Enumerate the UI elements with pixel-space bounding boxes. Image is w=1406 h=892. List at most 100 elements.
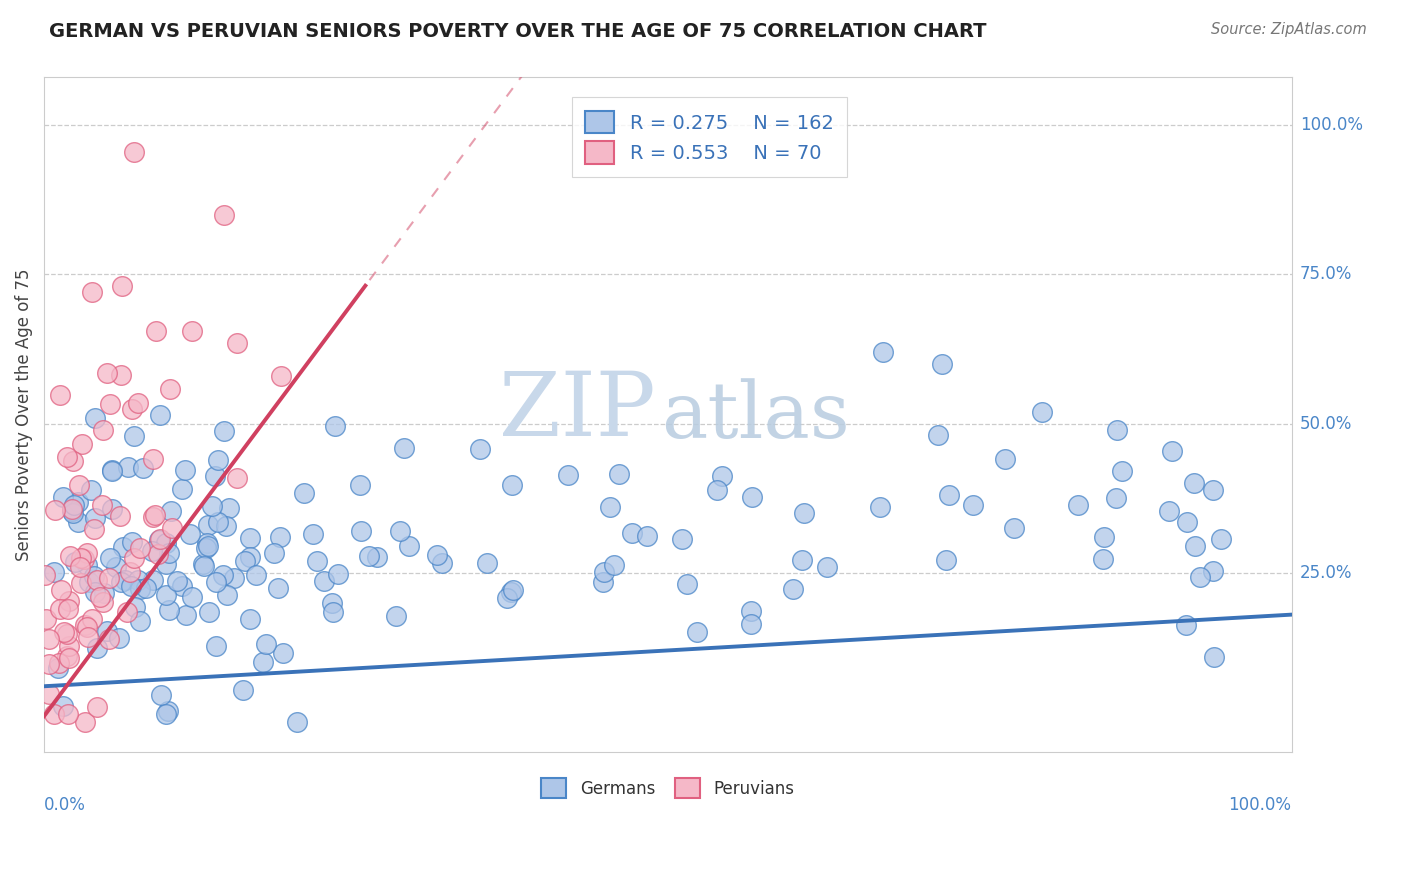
Point <box>111 540 134 554</box>
Point <box>91 595 114 609</box>
Point <box>142 452 165 467</box>
Point <box>1175 515 1198 529</box>
Point <box>76 630 98 644</box>
Point <box>129 541 152 556</box>
Point <box>671 532 693 546</box>
Point <box>325 418 347 433</box>
Point <box>141 543 163 558</box>
Point <box>270 368 292 383</box>
Point <box>1209 533 1232 547</box>
Point <box>232 682 254 697</box>
Point <box>129 615 152 629</box>
Point <box>225 471 247 485</box>
Point <box>76 558 98 572</box>
Point <box>872 345 894 359</box>
Point <box>214 424 236 438</box>
Point <box>266 581 288 595</box>
Point <box>148 547 170 561</box>
Point <box>44 707 66 722</box>
Point <box>245 568 267 582</box>
Point <box>34 567 56 582</box>
Point <box>149 533 172 547</box>
Point <box>75 714 97 729</box>
Point <box>392 442 415 456</box>
Point <box>69 550 91 565</box>
Legend: Germans, Peruvians: Germans, Peruvians <box>534 772 801 805</box>
Point <box>69 575 91 590</box>
Point <box>52 625 75 640</box>
Point <box>38 657 60 672</box>
Point <box>501 477 523 491</box>
Point <box>740 604 762 618</box>
Point <box>98 570 121 584</box>
Point <box>869 500 891 514</box>
Point <box>75 618 97 632</box>
Point <box>388 524 411 538</box>
Point <box>782 582 804 597</box>
Point <box>233 554 256 568</box>
Point <box>111 278 134 293</box>
Point <box>96 624 118 638</box>
Point <box>80 612 103 626</box>
Point <box>740 616 762 631</box>
Point <box>83 522 105 536</box>
Text: 100.0%: 100.0% <box>1229 796 1292 814</box>
Y-axis label: Seniors Poverty Over the Age of 75: Seniors Poverty Over the Age of 75 <box>15 268 32 561</box>
Point <box>593 566 616 580</box>
Point <box>76 620 98 634</box>
Point <box>927 427 949 442</box>
Point <box>131 460 153 475</box>
Point <box>160 521 183 535</box>
Point <box>159 603 181 617</box>
Point <box>180 324 202 338</box>
Point <box>218 501 240 516</box>
Point <box>931 357 953 371</box>
Text: 25.0%: 25.0% <box>1301 564 1353 582</box>
Point <box>93 423 115 437</box>
Point <box>205 574 228 589</box>
Point <box>149 689 172 703</box>
Point <box>98 632 121 647</box>
Point <box>49 582 72 597</box>
Point <box>711 468 734 483</box>
Point <box>205 639 228 653</box>
Point <box>84 585 107 599</box>
Point <box>58 639 80 653</box>
Point <box>312 574 335 589</box>
Point <box>790 553 813 567</box>
Point <box>80 483 103 497</box>
Point <box>350 524 373 538</box>
Point <box>46 661 69 675</box>
Point <box>67 515 90 529</box>
Point <box>938 488 960 502</box>
Point <box>174 463 197 477</box>
Point <box>122 145 145 159</box>
Point <box>470 442 492 456</box>
Text: 50.0%: 50.0% <box>1301 415 1353 433</box>
Point <box>170 579 193 593</box>
Point <box>135 582 157 596</box>
Point <box>155 557 177 571</box>
Point <box>117 460 139 475</box>
Point <box>1105 423 1128 437</box>
Point <box>302 527 325 541</box>
Point <box>122 429 145 443</box>
Point <box>127 574 149 588</box>
Point <box>83 411 105 425</box>
Point <box>60 503 83 517</box>
Point <box>599 500 621 515</box>
Text: atlas: atlas <box>662 378 851 454</box>
Point <box>475 556 498 570</box>
Point <box>359 549 381 564</box>
Point <box>179 527 201 541</box>
Point <box>557 467 579 482</box>
Point <box>155 588 177 602</box>
Point <box>239 612 262 626</box>
Point <box>1031 405 1053 419</box>
Point <box>1188 570 1211 584</box>
Point <box>271 646 294 660</box>
Point <box>215 588 238 602</box>
Point <box>38 632 60 647</box>
Point <box>426 549 449 563</box>
Point <box>592 575 614 590</box>
